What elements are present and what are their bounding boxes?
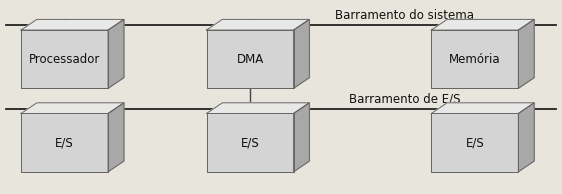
Bar: [21, 113, 108, 172]
Polygon shape: [518, 103, 534, 172]
Polygon shape: [293, 103, 309, 172]
Text: Processador: Processador: [29, 53, 101, 66]
Polygon shape: [207, 19, 309, 30]
Bar: [207, 113, 293, 172]
Polygon shape: [108, 19, 124, 88]
Text: Memória: Memória: [449, 53, 501, 66]
Text: Barramento de E/S: Barramento de E/S: [349, 93, 460, 106]
Polygon shape: [432, 19, 534, 30]
Text: DMA: DMA: [237, 53, 264, 66]
Bar: [21, 30, 108, 88]
Polygon shape: [108, 103, 124, 172]
Text: E/S: E/S: [241, 136, 260, 149]
Polygon shape: [518, 19, 534, 88]
Polygon shape: [207, 103, 309, 113]
Text: E/S: E/S: [55, 136, 74, 149]
Bar: [207, 30, 293, 88]
Bar: [432, 113, 518, 172]
Polygon shape: [21, 19, 124, 30]
Text: Barramento do sistema: Barramento do sistema: [335, 9, 474, 22]
Polygon shape: [432, 103, 534, 113]
Bar: [432, 30, 518, 88]
Polygon shape: [21, 103, 124, 113]
Text: E/S: E/S: [465, 136, 484, 149]
Polygon shape: [293, 19, 309, 88]
